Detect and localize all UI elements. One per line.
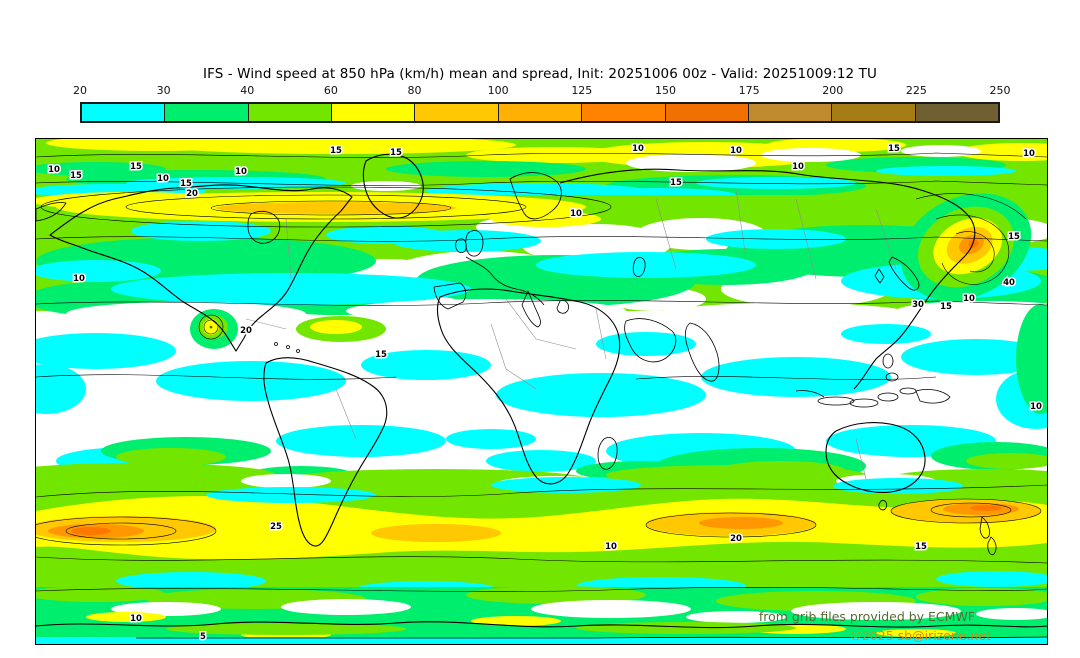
- colorbar-tick: 150: [654, 84, 676, 97]
- colorbar-tick: 250: [989, 84, 1011, 97]
- colorbar-tick: 200: [822, 84, 844, 97]
- contour-label: 15: [70, 171, 82, 181]
- contour-label: 10: [157, 174, 169, 184]
- contour-label: 5: [200, 632, 206, 642]
- contour-label: 10: [1023, 149, 1035, 159]
- contour-label: 15: [375, 350, 387, 360]
- colorbar-segment-125-150: [582, 104, 666, 121]
- contour-label: 15: [180, 179, 192, 189]
- colorbar-segment-200-225: [832, 104, 916, 121]
- contour-label: 10: [963, 294, 975, 304]
- colorbar-tick: 30: [156, 84, 171, 97]
- contour-label: 10: [605, 542, 617, 552]
- contour-label: 30: [912, 300, 924, 310]
- colorbar-tick: 80: [407, 84, 422, 97]
- colorbar-tick: 175: [738, 84, 760, 97]
- colorbar-tick: 100: [487, 84, 509, 97]
- contour-label: 20: [186, 189, 198, 199]
- colorbar-segment-100-125: [498, 104, 583, 121]
- contour-label: 10: [730, 146, 742, 156]
- colorbar-segment-40-60: [248, 104, 333, 121]
- contour-label: 15: [130, 162, 142, 172]
- contour-label: 10: [570, 209, 582, 219]
- wind-speed-fill-layer: [36, 139, 1047, 644]
- colorbar-tick: 125: [571, 84, 593, 97]
- colorbar-tick: 60: [323, 84, 338, 97]
- contour-label: 25: [270, 522, 282, 532]
- contour-label: 15: [390, 148, 402, 158]
- colorbar-segment-20-30: [82, 104, 166, 121]
- contour-label: 10: [48, 165, 60, 175]
- contour-label: 10: [792, 162, 804, 172]
- contour-label: 20: [730, 534, 742, 544]
- colorbar-segments: [80, 102, 1000, 123]
- spread-contours: [36, 152, 1047, 592]
- attribution-line1: from grib files provided by ECMWF: [758, 609, 975, 624]
- colorbar-tick: 40: [240, 84, 255, 97]
- colorbar-segment-150-175: [665, 104, 749, 121]
- contour-label: 15: [670, 178, 682, 188]
- typhoon-wind-core: [900, 193, 1032, 301]
- contour-label: 20: [240, 326, 252, 336]
- contour-label: 15: [1008, 232, 1020, 242]
- country-borders: [245, 188, 897, 480]
- contour-label: 40: [1003, 278, 1015, 288]
- colorbar-ticks: 20 30 40 60 80 100 125 150 175 200 225 250: [73, 84, 1011, 97]
- wind-map: 10 15 15 10 15 20 10 15 15 10 10 10 15 10 15 10 10 30 15 10…: [35, 138, 1048, 645]
- colorbar-tick: 225: [905, 84, 927, 97]
- colorbar-segment-80-100: [415, 104, 499, 121]
- contour-label: 15: [915, 542, 927, 552]
- contour-label: 10: [235, 167, 247, 177]
- contour-label: 10: [632, 144, 644, 154]
- attribution-line2: ©2025 sb@irizone.net: [849, 628, 991, 643]
- page-title: IFS - Wind speed at 850 hPa (km/h) mean …: [203, 66, 877, 82]
- contour-label: 10: [1030, 402, 1042, 412]
- colorbar-segment-175-200: [748, 104, 833, 121]
- colorbar-segment-225-250: [915, 104, 998, 121]
- contour-label: 10: [130, 614, 142, 624]
- contour-label: 10: [73, 274, 85, 284]
- contour-label: 15: [330, 146, 342, 156]
- contour-label: 15: [888, 144, 900, 154]
- colorbar-segment-30-40: [165, 104, 249, 121]
- colorbar-tick: 20: [73, 84, 87, 97]
- coastlines: [36, 153, 1047, 639]
- contour-label: 15: [940, 302, 952, 312]
- colorbar-segment-60-80: [332, 104, 416, 121]
